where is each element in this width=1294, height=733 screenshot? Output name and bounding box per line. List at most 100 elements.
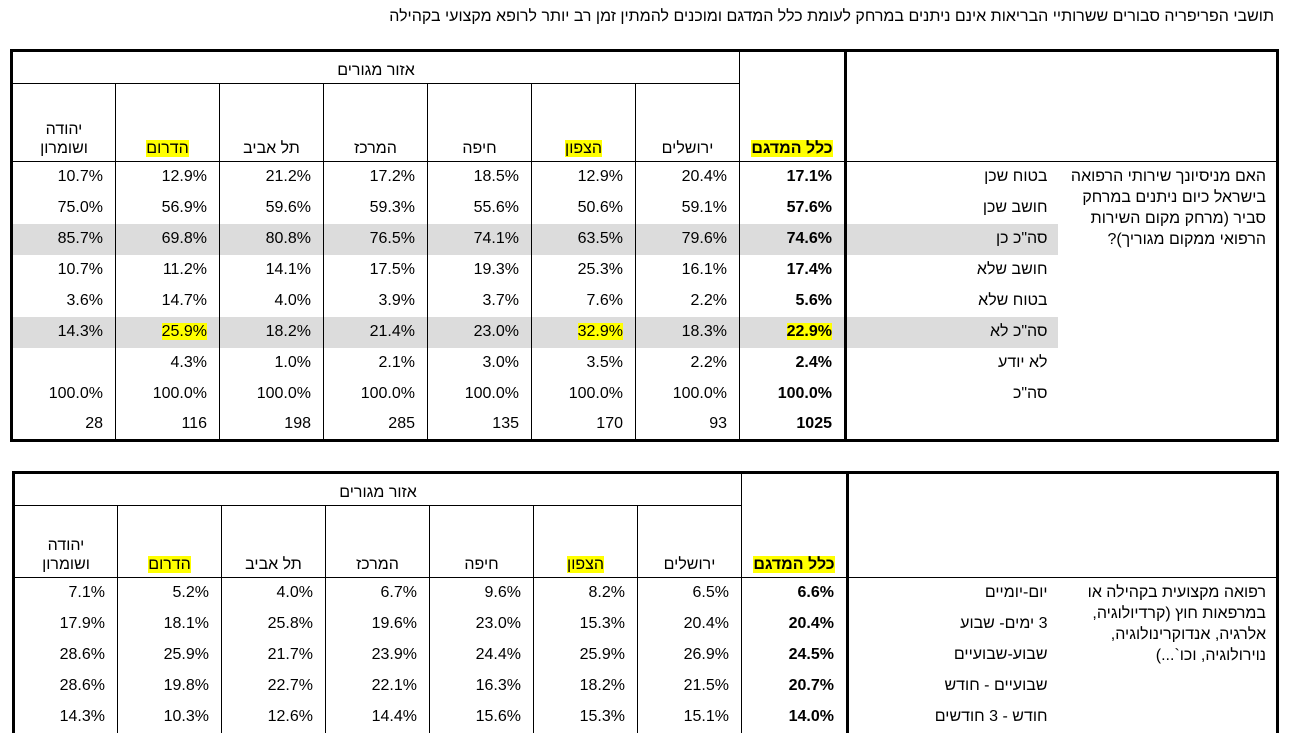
- cell-north: 8.2%: [533, 577, 638, 609]
- cell-telaviv: 14.1%: [219, 254, 324, 286]
- col-header-jerusalem-2: ירושלים: [637, 505, 742, 578]
- cell-jerusalem: 93: [635, 409, 740, 442]
- cell-total: 57.6%: [739, 192, 846, 224]
- table-row: 14.3% 25.9% 18.2% 21.4% 23.0% 32.9% 18.3% 22.9%…: [10, 316, 1278, 348]
- table-row: 7.1% 5.2% 4.0% 6.7% 9.6% 8.2% 6.5% 6.6% יום-יומי…: [12, 577, 1279, 733]
- cell-haifa: 55.6%: [427, 192, 532, 224]
- row-label: סה"כ כן: [844, 223, 1058, 255]
- cell-south: 25.9%: [117, 639, 222, 671]
- cell-total: 17.4%: [739, 254, 846, 286]
- cell-center: 100.0%: [323, 378, 428, 410]
- col-header-north-2: הצפון: [533, 505, 638, 578]
- cell-north: 7.6%: [531, 285, 636, 317]
- cell-south: 12.9%: [115, 161, 220, 193]
- cell-jerusalem: 20.4%: [635, 161, 740, 193]
- cell-center: 285: [323, 409, 428, 442]
- cell-total: 20.7%: [741, 670, 848, 702]
- table-row: 100.0% 100.0% 100.0% 100.0% 100.0% 100.0% 100.…: [10, 378, 1278, 410]
- cell-telaviv: 21.7%: [221, 639, 326, 671]
- cell-total: 5.6%: [739, 285, 846, 317]
- col-header-judea-2: יהודה ושומרון: [12, 505, 118, 578]
- row-label: 3 ימים- שבוע: [846, 608, 1058, 640]
- cell-telaviv: 12.6%: [221, 701, 326, 733]
- cell-center: 19.6%: [325, 608, 430, 640]
- cell-jerusalem: 100.0%: [635, 378, 740, 410]
- cell-total: 2.4%: [739, 347, 846, 379]
- cell-center: 2.1%: [323, 347, 428, 379]
- cell-haifa: 3.7%: [427, 285, 532, 317]
- row-label: בטוח שכן: [844, 161, 1058, 193]
- cell-center: 76.5%: [323, 223, 428, 255]
- cell-judea: 14.3%: [10, 316, 116, 348]
- cell-north: 50.6%: [531, 192, 636, 224]
- col-header-telaviv: תל אביב: [219, 83, 324, 162]
- cell-telaviv: 100.0%: [219, 378, 324, 410]
- table-row: 3.6% 14.7% 4.0% 3.9% 3.7% 7.6% 2.2% 5.6% בטוח של…: [10, 285, 1278, 317]
- col-header-jerusalem: ירושלים: [635, 83, 740, 162]
- row-label: יום-יומיים: [846, 577, 1058, 609]
- cell-jerusalem: 6.5%: [637, 577, 742, 609]
- cell-total: 100.0%: [739, 378, 846, 410]
- cell-center: 14.4%: [325, 701, 430, 733]
- col-header-total-2: כלל המדגם: [741, 505, 848, 578]
- table-2: אזור מגורים יהודה ושומרון הדרום תל אביב ה…: [12, 471, 1279, 733]
- cell-north: 12.9%: [531, 161, 636, 193]
- cell-judea: [10, 347, 116, 379]
- cell-telaviv: 4.0%: [221, 577, 326, 609]
- cell-north: 15.3%: [533, 608, 638, 640]
- cell-jerusalem: 2.2%: [635, 347, 740, 379]
- cell-telaviv: 4.0%: [219, 285, 324, 317]
- col-header-total: כלל המדגם: [739, 83, 846, 162]
- cell-haifa: 3.0%: [427, 347, 532, 379]
- col-header-center: המרכז: [323, 83, 428, 162]
- cell-judea: 14.3%: [12, 701, 118, 733]
- table-row: 85.7% 69.8% 80.8% 76.5% 74.1% 63.5% 79.6% 74.6%…: [10, 223, 1278, 255]
- cell-south: 56.9%: [115, 192, 220, 224]
- cell-total: 74.6%: [739, 223, 846, 255]
- cell-judea: 10.7%: [10, 161, 116, 193]
- cell-center: 6.7%: [325, 577, 430, 609]
- page-title: תושבי הפריפריה סבורים ששרותיי הבריאות אי…: [389, 8, 1274, 25]
- table-row: 75.0% 56.9% 59.6% 59.3% 55.6% 50.6% 59.1% 57.6%…: [10, 192, 1278, 224]
- cell-south: 10.3%: [117, 701, 222, 733]
- cell-center: 17.5%: [323, 254, 428, 286]
- question-text: האם מניסיונך שירותי הרפואה בישראל כיום נ…: [1057, 161, 1279, 442]
- col-header-south: הדרום: [115, 83, 220, 162]
- cell-haifa: 74.1%: [427, 223, 532, 255]
- cell-total: 22.9%: [739, 316, 846, 348]
- cell-judea: 75.0%: [10, 192, 116, 224]
- cell-south: 5.2%: [117, 577, 222, 609]
- cell-telaviv: 22.7%: [221, 670, 326, 702]
- row-label: [844, 409, 1058, 442]
- cell-north: 25.9%: [533, 639, 638, 671]
- cell-judea: 85.7%: [10, 223, 116, 255]
- cell-total: 17.1%: [739, 161, 846, 193]
- cell-center: 17.2%: [323, 161, 428, 193]
- cell-center: 23.9%: [325, 639, 430, 671]
- col-header-haifa: חיפה: [427, 83, 532, 162]
- row-label: סה"כ לא: [844, 316, 1058, 348]
- row-label: לא יודע: [844, 347, 1058, 379]
- row-label: שבוע-שבועיים: [846, 639, 1058, 671]
- cell-north: 18.2%: [533, 670, 638, 702]
- table-row: 10.7% 12.9% 21.2% 17.2% 18.5% 12.9% 20.4% 17.1%…: [10, 161, 1279, 442]
- table-row: 28 116 198 285 135 170 93 1025: [10, 409, 1278, 442]
- cell-haifa: 23.0%: [429, 608, 534, 640]
- cell-center: 59.3%: [323, 192, 428, 224]
- area-group-header: אזור מגורים: [10, 49, 740, 84]
- cell-judea: 100.0%: [10, 378, 116, 410]
- cell-south: 116: [115, 409, 220, 442]
- cell-south: 25.9%: [115, 316, 220, 348]
- table-row: 28.6% 19.8% 22.7% 22.1% 16.3% 18.2% 21.5% 20.7%…: [12, 670, 1278, 702]
- cell-jerusalem: 20.4%: [637, 608, 742, 640]
- cell-north: 15.3%: [533, 701, 638, 733]
- cell-judea: 28.6%: [12, 639, 118, 671]
- cell-total: 20.4%: [741, 608, 848, 640]
- cell-south: 69.8%: [115, 223, 220, 255]
- col-header-haifa-2: חיפה: [429, 505, 534, 578]
- cell-haifa: 9.6%: [429, 577, 534, 609]
- cell-north: 32.9%: [531, 316, 636, 348]
- cell-jerusalem: 16.1%: [635, 254, 740, 286]
- cell-jerusalem: 18.3%: [635, 316, 740, 348]
- cell-jerusalem: 15.1%: [637, 701, 742, 733]
